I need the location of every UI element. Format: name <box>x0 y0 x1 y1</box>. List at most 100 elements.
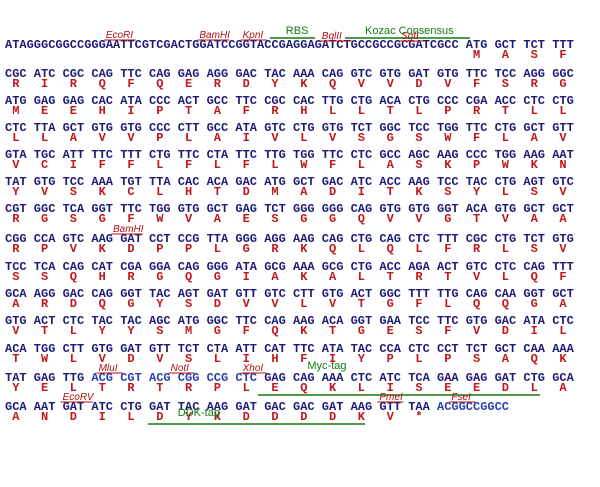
amino-acid: G <box>329 212 336 226</box>
codon: TCA <box>63 202 85 216</box>
amino-acid: H <box>300 104 307 118</box>
codon: CAG <box>322 67 344 81</box>
codon: CTG <box>120 400 142 414</box>
restriction-site: KpnI <box>243 30 264 41</box>
restriction-site: NotI <box>171 363 190 374</box>
amino-acid: L <box>502 270 509 284</box>
codon: ATC <box>91 400 113 414</box>
amino-acid: D <box>127 352 134 366</box>
amino-acid: A <box>70 131 78 145</box>
amino-acid: G <box>243 242 250 256</box>
codon: GGC <box>379 121 401 135</box>
codon: GCT <box>293 175 315 189</box>
codon: CAG <box>351 202 373 216</box>
amino-acid: G <box>387 297 394 311</box>
codon: CTG <box>552 94 574 108</box>
codon: GAT <box>207 287 229 301</box>
codon: TCT <box>264 202 286 216</box>
codon: ATG <box>466 38 488 52</box>
codon: CCC <box>149 121 171 135</box>
amino-acid: P <box>214 381 221 395</box>
codon: CTT <box>63 342 85 356</box>
codon: GCT <box>495 342 517 356</box>
codon: GTA <box>5 148 27 162</box>
codon: GTG <box>91 121 113 135</box>
amino-acid: S <box>185 297 192 311</box>
amino-acid: T <box>387 104 394 118</box>
amino-acid: R <box>127 381 135 395</box>
codon: TCC <box>63 175 85 189</box>
codon: GGG <box>235 232 257 246</box>
codon: TTG <box>322 94 344 108</box>
amino-acid: D <box>271 410 278 424</box>
restriction-site: MluI <box>99 363 118 374</box>
amino-acid: R <box>531 77 539 91</box>
amino-acid: S <box>444 185 451 199</box>
codon: CAC <box>293 94 315 108</box>
amino-acid: E <box>243 212 250 226</box>
amino-acid: V <box>559 185 567 199</box>
amino-acid: R <box>12 212 20 226</box>
amino-acid: A <box>12 410 20 424</box>
codon: GTG <box>5 314 27 328</box>
codon: GCT <box>63 121 85 135</box>
amino-acid: D <box>70 297 77 311</box>
amino-acid: L <box>358 381 365 395</box>
amino-acid: Q <box>300 381 307 395</box>
codon: TCA <box>34 260 56 274</box>
amino-acid: Q <box>329 77 336 91</box>
codon: AAT <box>34 400 56 414</box>
amino-acid: F <box>243 158 250 172</box>
codon: TCT <box>523 38 545 52</box>
amino-acid: R <box>185 381 193 395</box>
codon: CGG <box>178 371 200 385</box>
codon: ATA <box>322 342 344 356</box>
amino-acid: E <box>41 104 48 118</box>
codon: ACT <box>437 260 459 274</box>
codon: GAC <box>495 314 517 328</box>
codon: CGT <box>5 202 27 216</box>
amino-acid: V <box>387 77 395 91</box>
tag-label: Kozac Consensus <box>365 25 454 37</box>
amino-acid: R <box>12 242 20 256</box>
codon: CTC <box>408 342 430 356</box>
codon: ATA <box>523 314 545 328</box>
amino-acid: Q <box>99 297 106 311</box>
amino-acid: R <box>473 242 481 256</box>
amino-acid: W <box>156 212 164 226</box>
amino-acid: P <box>473 158 480 172</box>
codon: CTC <box>523 94 545 108</box>
codon: CGC <box>63 67 85 81</box>
codon: CAG <box>91 67 113 81</box>
codon: TCC <box>408 121 430 135</box>
amino-acid: S <box>70 212 77 226</box>
codon: ACC <box>379 260 401 274</box>
amino-acid: F <box>473 131 480 145</box>
amino-acid: I <box>243 131 250 145</box>
amino-acid: I <box>358 185 365 199</box>
codon: GAT <box>63 400 85 414</box>
codon: TAC <box>264 67 286 81</box>
amino-acid: T <box>156 381 163 395</box>
amino-acid: L <box>358 270 365 284</box>
amino-acid: Q <box>70 270 77 284</box>
codon: AGC <box>149 314 171 328</box>
amino-acid: L <box>300 297 307 311</box>
codon: TAT <box>5 371 27 385</box>
tag-label: RBS <box>286 25 309 37</box>
codon: GTT <box>379 400 401 414</box>
amino-acid: T <box>387 270 394 284</box>
amino-acid: L <box>214 158 221 172</box>
amino-acid: K <box>531 158 539 172</box>
amino-acid: A <box>214 104 222 118</box>
codon: CCC <box>466 148 488 162</box>
amino-acid: E <box>41 381 48 395</box>
amino-acid: V <box>243 297 251 311</box>
amino-acid: S <box>41 270 48 284</box>
amino-acid: R <box>214 77 222 91</box>
codon: TAC <box>149 287 171 301</box>
amino-acid: Y <box>99 324 107 338</box>
amino-acid: Q <box>329 242 336 256</box>
codon: TCC <box>495 67 517 81</box>
